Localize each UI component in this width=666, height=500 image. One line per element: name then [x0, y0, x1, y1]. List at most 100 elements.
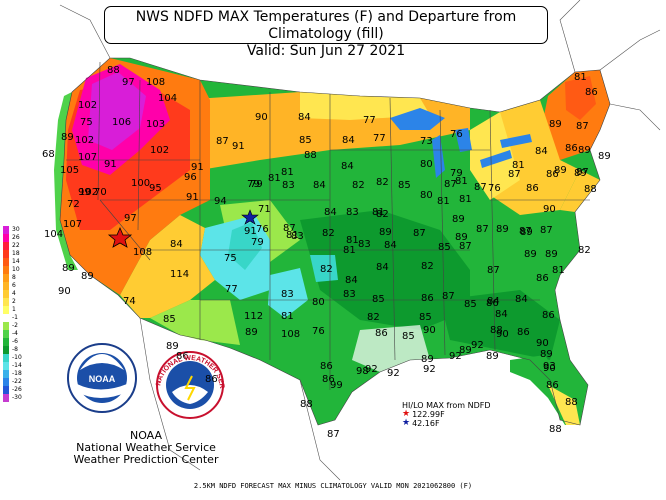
temp-label: 81: [552, 265, 565, 276]
legend-swatch: [3, 306, 9, 314]
legend-row: 1: [3, 306, 27, 314]
noaa-logo: NOAA: [67, 343, 137, 413]
legend-label: -14: [12, 362, 22, 369]
temp-label: 89: [540, 349, 553, 360]
temp-label: 105: [60, 165, 80, 176]
temp-label: 86: [542, 310, 555, 321]
temp-label: 76: [488, 183, 501, 194]
legend-swatch: [3, 314, 9, 322]
temp-label: 75: [224, 253, 237, 264]
temp-label: 85: [163, 314, 176, 325]
legend-row: 10: [3, 266, 27, 274]
temp-label: 74: [123, 296, 136, 307]
legend-row: -26: [3, 386, 27, 394]
legend-swatch: [3, 282, 9, 290]
temp-label: 86: [486, 298, 499, 309]
temp-label: 90: [543, 204, 556, 215]
temp-label: 87: [487, 265, 500, 276]
temp-label: 86: [205, 374, 218, 385]
legend-swatch: [3, 378, 9, 386]
hilo-title: HI/LO MAX from NDFD: [402, 401, 491, 410]
legend-swatch: [3, 346, 9, 354]
temp-label: 81: [286, 230, 299, 241]
temp-label: 92: [387, 368, 400, 379]
temp-label: 89: [554, 165, 567, 176]
temp-label: 92: [423, 364, 436, 375]
legend-label: 2: [12, 298, 16, 305]
legend-label: -18: [12, 370, 22, 377]
temp-label: 82: [367, 312, 380, 323]
legend-label: 1: [12, 306, 16, 313]
temp-label: 84: [324, 207, 337, 218]
temp-label: 89: [459, 345, 472, 356]
temp-label: 87: [444, 179, 457, 190]
legend-row: -4: [3, 330, 27, 338]
agency-text: NOAA National Weather Service Weather Pr…: [46, 430, 246, 466]
legend-label: 26: [12, 234, 20, 241]
temp-label: 79: [450, 168, 463, 179]
temp-label: 81: [574, 72, 587, 83]
temp-label: 86: [421, 293, 434, 304]
temp-label: 81: [459, 194, 472, 205]
temp-label: 114: [170, 269, 190, 280]
temp-label: 87: [508, 169, 521, 180]
temp-label: 89: [578, 145, 591, 156]
temp-label: 89: [166, 341, 179, 352]
legend-label: -6: [12, 338, 18, 345]
temp-label: 89: [421, 354, 434, 365]
temp-label: 81: [346, 235, 359, 246]
temp-label: 84: [376, 262, 389, 273]
temp-label: 76: [312, 326, 325, 337]
temp-label: 89: [245, 327, 258, 338]
agency-wpc: Weather Prediction Center: [73, 453, 219, 466]
legend-label: 18: [12, 250, 20, 257]
temp-label: 108: [133, 247, 153, 258]
temp-label: 87: [283, 223, 296, 234]
temp-label: 87: [413, 228, 426, 239]
temp-label: 88: [584, 184, 597, 195]
legend-swatch: [3, 354, 9, 362]
temp-label: 84: [170, 239, 183, 250]
temp-label: 82: [421, 261, 434, 272]
temp-label: 84: [313, 180, 326, 191]
legend-swatch: [3, 362, 9, 370]
temp-label: 100: [131, 178, 151, 189]
temp-label: 86: [375, 328, 388, 339]
temp-label: 104: [44, 229, 64, 240]
temp-label: 88: [107, 65, 120, 76]
legend-label: 6: [12, 282, 16, 289]
temp-label: 87: [474, 182, 487, 193]
temp-label: 82: [352, 180, 365, 191]
outer-land: [59, 0, 661, 481]
lo-star-icon: ★: [402, 418, 411, 428]
temp-label: 76: [256, 224, 269, 235]
legend-label: -10: [12, 354, 22, 361]
temp-label: 79: [247, 179, 260, 190]
temp-label: 102: [79, 187, 99, 198]
temp-label: 89: [496, 224, 509, 235]
temp-label: 88: [304, 150, 317, 161]
legend-swatch: [3, 386, 9, 394]
temp-label: 83: [282, 180, 295, 191]
temp-label: 86: [176, 351, 189, 362]
temp-label: 89: [81, 271, 94, 282]
lo-max-star: [241, 209, 259, 225]
temp-label: 107: [78, 152, 98, 163]
legend-swatch: [3, 242, 9, 250]
temp-label: 108: [146, 77, 166, 88]
temp-label: 76: [450, 129, 463, 140]
borders: [59, 57, 611, 426]
temp-label: 87: [442, 291, 455, 302]
temp-label: 85: [464, 299, 477, 310]
temp-label: 84: [495, 309, 508, 320]
temp-label: 85: [299, 135, 312, 146]
temp-label: 87: [327, 429, 340, 440]
temp-label: 91: [186, 192, 199, 203]
temp-label: 81: [455, 176, 468, 187]
temp-label: 82: [578, 245, 591, 256]
agency-noaa: NOAA: [129, 429, 163, 442]
lo-value: 42.16F: [412, 419, 440, 428]
legend-label: 4: [12, 290, 16, 297]
temp-label: 108: [281, 329, 301, 340]
